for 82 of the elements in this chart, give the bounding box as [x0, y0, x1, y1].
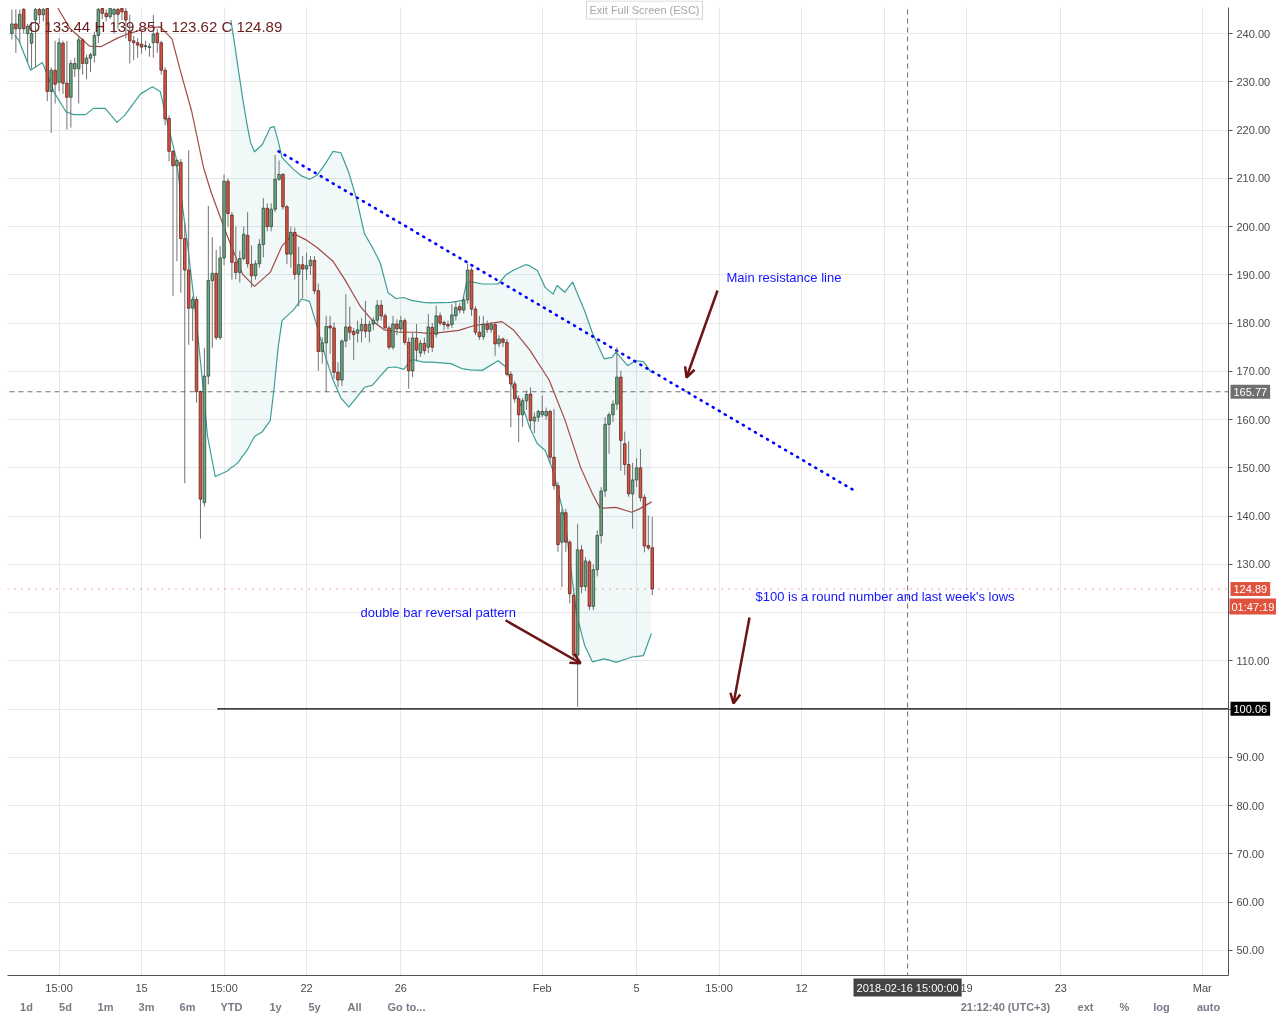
text: 5d [59, 1000, 72, 1013]
candlestick [359, 317, 364, 343]
text: YTD [220, 1000, 243, 1013]
candlestick [190, 296, 195, 342]
candlestick [132, 35, 136, 61]
candlestick [297, 246, 301, 308]
x-tick-label: 26 [394, 981, 407, 994]
text: 5y [308, 1000, 322, 1013]
candlestick [493, 322, 497, 357]
text: 1d [20, 1000, 33, 1013]
candlestick [300, 255, 305, 299]
ref-line-label: 124.89 [1233, 583, 1268, 596]
text: 1y [269, 1000, 283, 1013]
candlestick [304, 252, 309, 281]
ref-line-label: 2018-02-16 15:00:00 [856, 981, 959, 994]
y-tick-label: 80.00 [1236, 799, 1265, 812]
ref-line-label: 165.77 [1233, 385, 1268, 398]
candlestick [363, 300, 368, 339]
x-tick-label: 15 [135, 981, 148, 994]
x-tick-label: 12 [795, 981, 808, 994]
candlestick [540, 394, 544, 418]
x-tick-label: 22 [300, 981, 313, 994]
candlestick [430, 322, 434, 353]
annotation: $100 is a round number and last week's lows [755, 589, 1016, 604]
text: ext [1077, 1000, 1094, 1013]
text: 01:47:19 [1231, 600, 1275, 613]
text: auto [1196, 1000, 1221, 1013]
y-tick-label: 180.00 [1236, 317, 1271, 330]
candlestick [14, 8, 18, 54]
y-tick-label: 210.00 [1236, 172, 1271, 185]
candlestick [80, 37, 85, 76]
x-tick-label: 23 [1054, 981, 1067, 994]
candlestick [395, 318, 399, 336]
line-series [230, 19, 652, 373]
annotation: 100.06 [1233, 702, 1268, 715]
candlestick [289, 226, 293, 269]
y-tick-label: 170.00 [1236, 365, 1271, 378]
y-tick-label: 60.00 [1236, 896, 1265, 909]
y-tick-label: 160.00 [1236, 413, 1271, 426]
x-tick-label: 5 [633, 981, 640, 994]
y-tick-label: 130.00 [1236, 558, 1271, 571]
candlestick [630, 462, 635, 530]
y-tick-label: 150.00 [1236, 461, 1271, 474]
candlestick [65, 40, 69, 131]
candlestick [497, 334, 501, 348]
candlestick [265, 202, 269, 232]
annotation: Exit Full Screen (ESC) [589, 4, 700, 16]
text: All [347, 1000, 362, 1013]
candlestick [391, 315, 395, 351]
candlestick [450, 303, 454, 329]
text: 3m [138, 1000, 155, 1013]
annotation: Main resistance line [726, 270, 842, 285]
text: 6m [179, 1000, 196, 1013]
text: 1m [97, 1000, 114, 1013]
text: % [1119, 1000, 1130, 1013]
text: log [1153, 1000, 1170, 1013]
candlestick [18, 8, 22, 44]
candlestick [367, 320, 372, 343]
text: 21:12:40 (UTC+3) [960, 1000, 1051, 1013]
y-tick-label: 90.00 [1236, 751, 1265, 764]
x-tick-label: Feb [532, 981, 552, 994]
x-tick-label: 15:00 [45, 981, 73, 994]
x-tick-label: 15:00 [705, 981, 733, 994]
candlestick [355, 320, 360, 343]
y-tick-label: 110.00 [1236, 654, 1270, 667]
y-tick-label: 220.00 [1236, 124, 1271, 137]
x-tick-label: 15:00 [210, 981, 238, 994]
y-tick-label: 230.00 [1236, 75, 1271, 88]
candlestick [53, 40, 57, 105]
y-tick-label: 190.00 [1236, 268, 1271, 281]
y-tick-label: 140.00 [1236, 510, 1271, 523]
y-tick-label: 200.00 [1236, 220, 1271, 233]
annotation: double bar reversal pattern [360, 604, 516, 620]
y-tick-label: 50.00 [1236, 944, 1265, 957]
x-tick-label: Mar [1192, 981, 1213, 994]
y-tick-label: 70.00 [1236, 847, 1265, 860]
candlestick [426, 313, 431, 354]
candlestick [308, 255, 313, 276]
text: Go to... [387, 1000, 426, 1013]
candlestick [375, 299, 379, 326]
y-tick-label: 240.00 [1236, 27, 1271, 40]
candlestick [84, 54, 89, 80]
